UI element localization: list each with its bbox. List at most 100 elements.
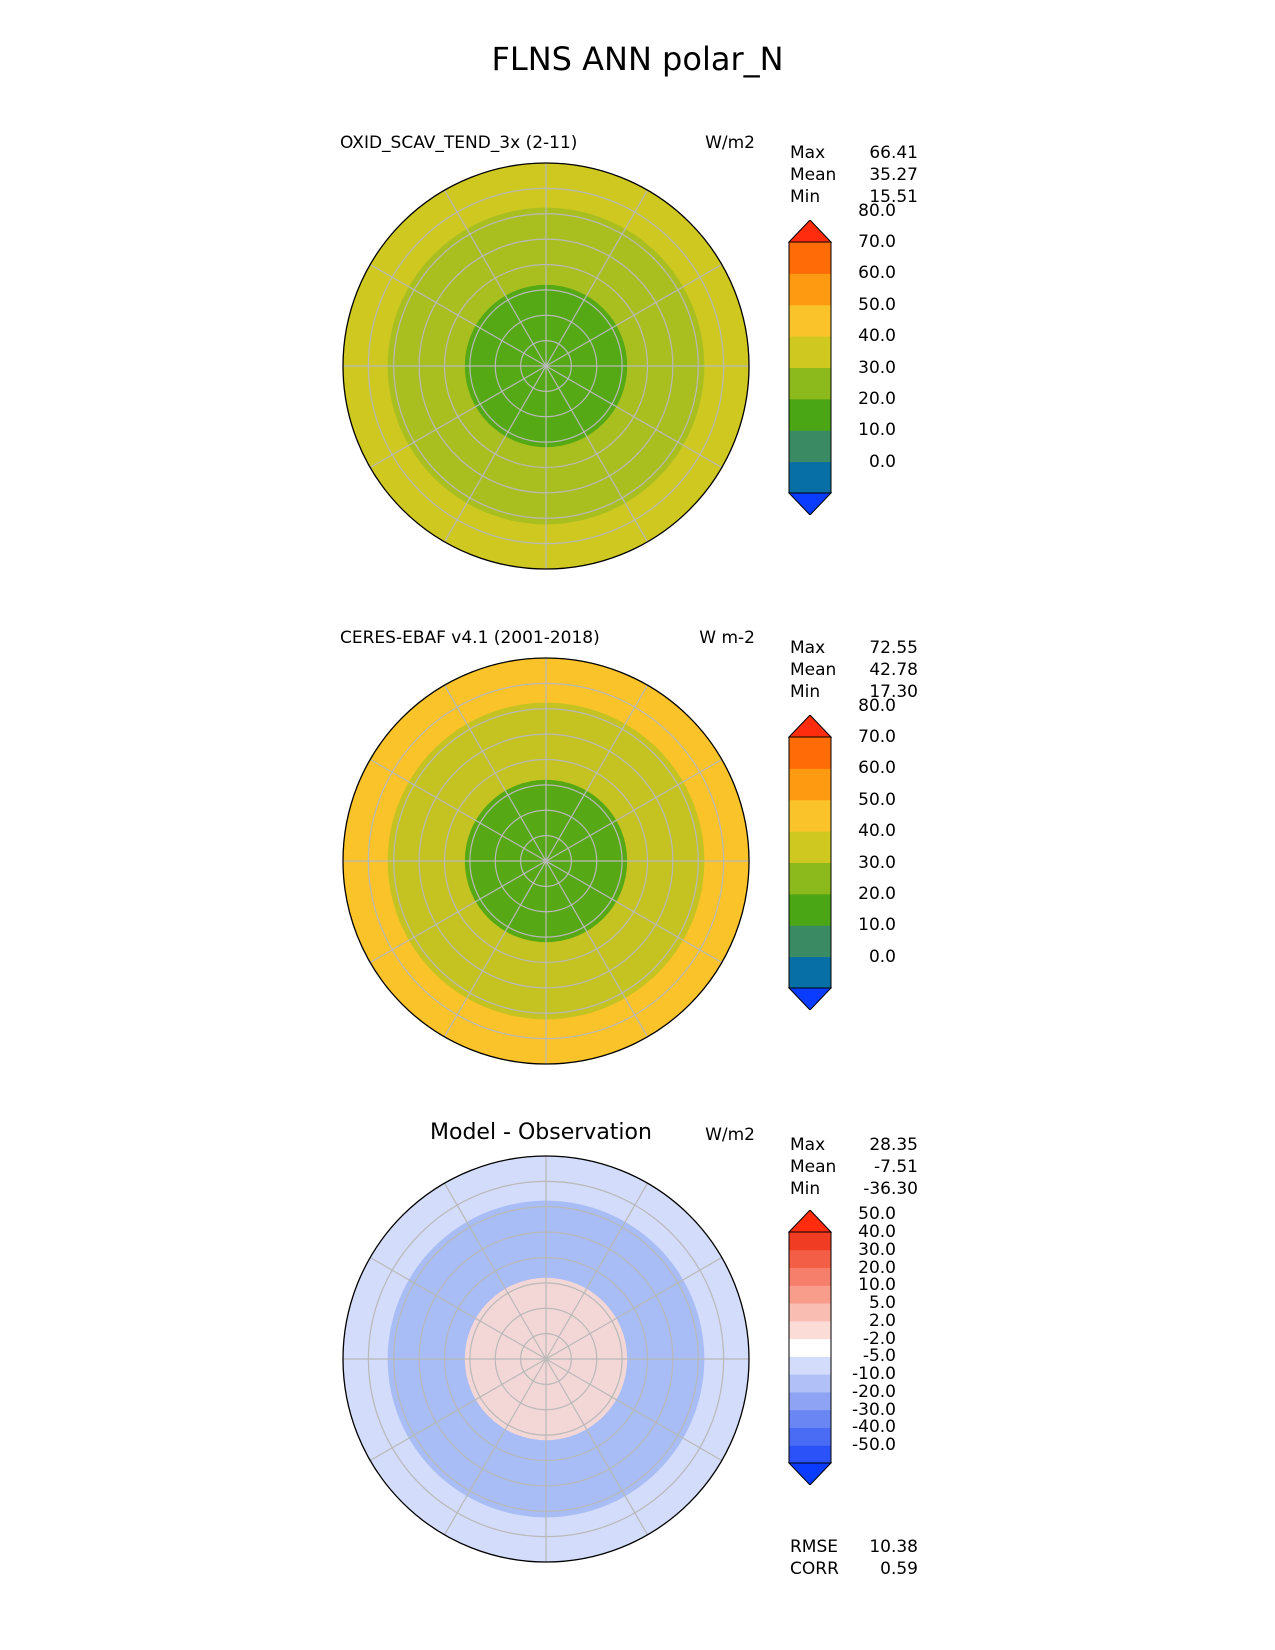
graticule-meridian [545, 758, 723, 862]
graticule-meridian [545, 684, 649, 862]
colorbar-tick-label: -40.0 [852, 1417, 896, 1438]
colorbar-segment [789, 893, 831, 926]
graticule-meridian [545, 263, 723, 367]
panel-stats: Max 66.41 Mean 35.27 Min 15.51 [790, 143, 918, 209]
stat-max: Max 72.55 [790, 638, 918, 658]
colorbar-extend-max [787, 715, 833, 738]
colorbar-segment [789, 1232, 831, 1251]
panel-title: Model - Observation [430, 1120, 652, 1145]
colorbar-tick-label: 20.0 [858, 883, 896, 904]
panel-stats: Max 28.35 Mean -7.51 Min -36.30 [790, 1135, 918, 1201]
colorbar-tick-label: 70.0 [858, 727, 896, 747]
colorbar-segment [789, 1374, 831, 1393]
colorbar-extend-min [787, 987, 833, 1010]
colorbar-extend-max [787, 220, 833, 243]
graticule-meridian [545, 365, 649, 543]
stat-min: Min 17.30 [790, 682, 918, 702]
graticule-meridian [443, 1358, 547, 1536]
colorbar-segment [789, 862, 831, 895]
colorbar [787, 220, 833, 515]
colorbar-tick-label: -2.0 [862, 1328, 896, 1349]
colorbar-tick-label: 2.0 [868, 1310, 896, 1331]
colorbar-frame [788, 736, 832, 989]
colorbar-segment [789, 398, 831, 431]
panel-difference: Model - Observation W/m2 Max 28.35 Mean -7… [0, 1115, 1275, 1595]
colorbar-segment [789, 1427, 831, 1446]
stat-max: Max 66.41 [790, 143, 918, 163]
colorbar-tick-label: 60.0 [858, 758, 896, 779]
colorbar-tick-label: 30.0 [858, 357, 896, 378]
colorbar-segment [789, 1249, 831, 1269]
panel-units: W/m2 [705, 1125, 755, 1145]
graticule-meridian [369, 1256, 547, 1360]
colorbar-tick-label: -20.0 [852, 1381, 896, 1402]
colorbar-tick-label: 0.0 [868, 946, 896, 967]
colorbar-segment [789, 1338, 831, 1357]
colorbar-tick-label: 70.0 [858, 232, 896, 252]
colorbar-segment [789, 799, 831, 832]
graticule-meridian [545, 860, 723, 964]
stat-rmse: RMSE 10.38 [790, 1537, 918, 1557]
colorbar-frame [788, 1231, 832, 1464]
colorbar [787, 1210, 833, 1485]
colorbar-tick-label: 10.0 [858, 1275, 896, 1296]
colorbar-frame [788, 241, 832, 494]
graticule-meridian [443, 189, 547, 367]
colorbar-segment [789, 461, 831, 494]
colorbar-segment [789, 831, 831, 863]
polar-map [342, 162, 750, 570]
graticule-meridian [443, 684, 547, 862]
colorbar-tick-label: 40.0 [858, 821, 896, 842]
colorbar-extend-min [787, 1462, 833, 1485]
panel-model: OXID_SCAV_TEND_3x (2-11) W/m2 Max 66.41 M… [0, 125, 1275, 605]
graticule-meridian [545, 1182, 649, 1360]
graticule-meridian [369, 758, 547, 862]
stat-max: Max 28.35 [790, 1135, 918, 1155]
map-border [342, 1155, 750, 1563]
colorbar [787, 715, 833, 1010]
map-border [342, 162, 750, 570]
colorbar-tick-label: 30.0 [858, 852, 896, 873]
colorbar-segment [789, 304, 831, 337]
colorbar-tick-label: 10.0 [858, 420, 896, 441]
colorbar-segment [789, 1356, 831, 1375]
polar-map [342, 657, 750, 1065]
graticule-meridian [545, 1358, 723, 1462]
colorbar-tick-label: 10.0 [858, 915, 896, 936]
panel-observation: CERES-EBAF v4.1 (2001-2018) W m-2 Max 72.… [0, 620, 1275, 1100]
graticule-meridian [443, 365, 547, 543]
colorbar-tick-label: -5.0 [862, 1346, 896, 1367]
graticule-meridian [369, 860, 547, 964]
graticule-meridian [545, 1256, 723, 1360]
colorbar-tick-label: 60.0 [858, 263, 896, 284]
graticule-meridian [369, 365, 547, 469]
colorbar-tick-label: 20.0 [858, 1257, 896, 1278]
colorbar-segment [789, 1303, 831, 1322]
graticule-meridian [369, 263, 547, 367]
colorbar-segment [789, 1320, 831, 1340]
graticule-meridian [545, 1358, 649, 1536]
colorbar-segment [789, 925, 831, 958]
colorbar-segment [789, 1409, 831, 1428]
graticule-meridian [545, 365, 723, 469]
colorbar-tick-label: 0.0 [868, 451, 896, 472]
panel-units: W/m2 [705, 133, 755, 153]
colorbar-segment [789, 1285, 831, 1304]
graticule-meridian [369, 1358, 547, 1462]
figure-title: FLNS ANN polar_N [491, 40, 784, 78]
colorbar-extend-max [787, 1210, 833, 1233]
map-border [342, 657, 750, 1065]
stat-corr: CORR 0.59 [790, 1559, 918, 1579]
colorbar-tick-label: 40.0 [858, 326, 896, 347]
colorbar-segment [789, 737, 831, 769]
stat-mean: Mean -7.51 [790, 1157, 918, 1177]
graticule-meridian [545, 860, 649, 1038]
colorbar-tick-labels: 0.0 10.0 20.0 30.0 40.0 50.0 60.0 70.0 80.0 [836, 201, 896, 515]
colorbar-segment [789, 336, 831, 368]
colorbar-tick-label: 40.0 [858, 1222, 896, 1242]
colorbar-tick-label: -10.0 [852, 1364, 896, 1385]
colorbar-tick-label: 5.0 [868, 1293, 896, 1314]
panel-stats: Max 72.55 Mean 42.78 Min 17.30 [790, 638, 918, 704]
colorbar-tick-label: 50.0 [858, 1204, 896, 1225]
colorbar-tick-label: 50.0 [858, 294, 896, 315]
